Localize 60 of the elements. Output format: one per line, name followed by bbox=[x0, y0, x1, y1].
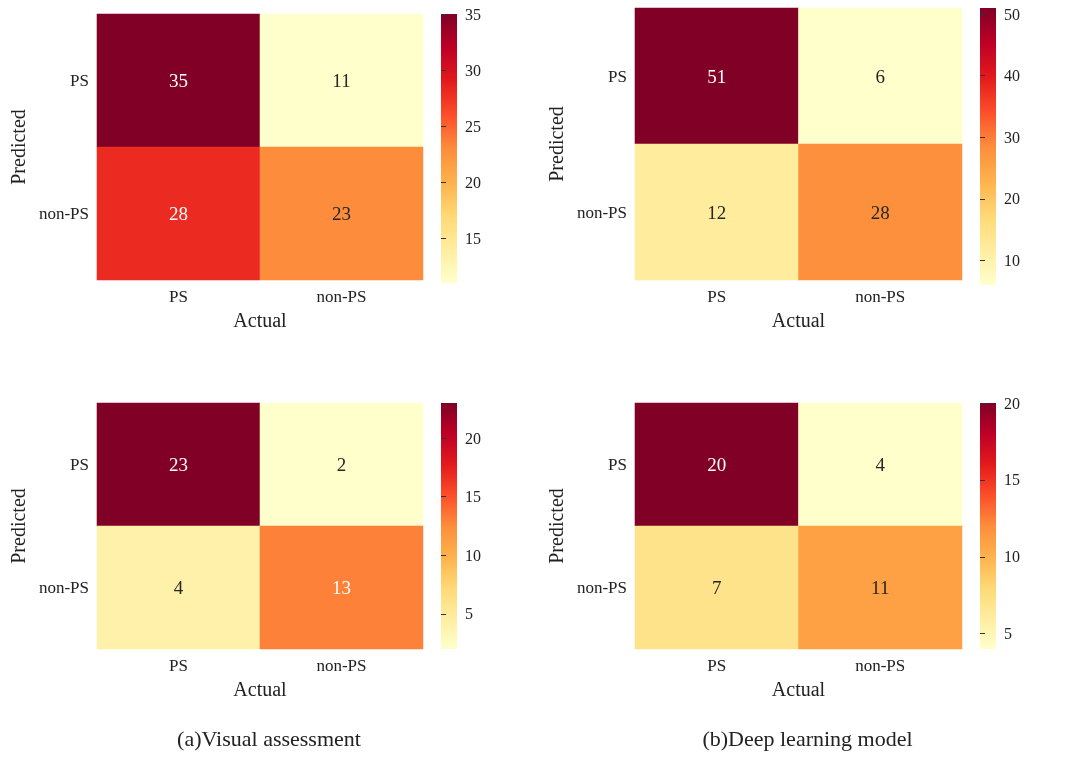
x-tick-label: PS bbox=[707, 656, 727, 675]
data-label: 11 bbox=[871, 577, 890, 598]
y-tick-label: PS bbox=[608, 455, 627, 474]
data-label: 23 bbox=[168, 454, 188, 475]
text: (a)Visual assessment bbox=[177, 725, 361, 751]
color-bar-label: 10 bbox=[465, 546, 481, 564]
x-tick-label: PS bbox=[707, 287, 727, 306]
text: (b)Deep learning model bbox=[702, 725, 913, 751]
x-tick-label: non-PS bbox=[316, 287, 367, 306]
y-tick-label: non-PS bbox=[576, 578, 627, 597]
data-label: 13 bbox=[331, 577, 351, 598]
x-axis-title: Actual bbox=[233, 678, 288, 700]
y-tick-label: non-PS bbox=[38, 204, 89, 223]
data-label: 2 bbox=[336, 454, 347, 475]
color-bar-label: 30 bbox=[465, 61, 481, 79]
x-tick-label: non-PS bbox=[316, 656, 367, 675]
x-tick-label: non-PS bbox=[855, 287, 906, 306]
color-bar-label: 5 bbox=[465, 605, 473, 623]
data-label: 20 bbox=[707, 454, 727, 475]
x-tick-label: PS bbox=[169, 656, 188, 675]
data-label: 11 bbox=[332, 70, 351, 91]
color-bar-label: 10 bbox=[1004, 251, 1020, 269]
x-axis-title: Actual bbox=[771, 309, 826, 331]
color-bar-label: 15 bbox=[465, 488, 481, 506]
color-bar-label: 15 bbox=[465, 229, 481, 247]
color-bar-label: 20 bbox=[1004, 394, 1020, 412]
color-bar-label: 5 bbox=[1004, 625, 1012, 643]
data-label: 7 bbox=[711, 577, 722, 598]
y-tick-label: PS bbox=[70, 71, 89, 90]
data-label: 28 bbox=[870, 201, 890, 223]
data-label: 51 bbox=[707, 65, 727, 87]
x-axis-title: Actual bbox=[771, 678, 826, 700]
color-bar-label: 40 bbox=[1004, 67, 1020, 85]
y-axis-title: Predicted bbox=[545, 488, 567, 564]
color-bar-label: 20 bbox=[465, 429, 481, 447]
color-bar-label: 35 bbox=[465, 5, 481, 23]
x-axis-title: Actual bbox=[233, 309, 288, 331]
data-label: 28 bbox=[168, 203, 188, 224]
x-tick-label: PS bbox=[169, 287, 188, 306]
color-bar-label: 30 bbox=[1004, 128, 1020, 146]
color-bar-label: 15 bbox=[1004, 471, 1020, 489]
y-tick-label: non-PS bbox=[38, 578, 89, 597]
y-tick-label: PS bbox=[608, 66, 627, 86]
data-label: 23 bbox=[331, 203, 351, 224]
color-bar-label: 20 bbox=[1004, 190, 1020, 208]
color-bar-label: 10 bbox=[1004, 548, 1020, 566]
data-label: 12 bbox=[707, 201, 727, 223]
y-tick-label: non-PS bbox=[576, 202, 627, 222]
data-label: 6 bbox=[875, 65, 885, 87]
data-label: 35 bbox=[168, 70, 188, 91]
y-axis-title: Predicted bbox=[7, 109, 29, 185]
y-axis-title: Predicted bbox=[545, 106, 567, 182]
data-label: 4 bbox=[875, 454, 886, 475]
y-axis-title: Predicted bbox=[7, 488, 29, 564]
color-bar-label: 20 bbox=[465, 173, 481, 191]
y-tick-label: PS bbox=[70, 455, 89, 474]
data-label: 4 bbox=[173, 577, 184, 598]
x-tick-label: non-PS bbox=[855, 656, 906, 675]
color-bar-label: 25 bbox=[465, 117, 481, 135]
color-bar-label: 50 bbox=[1004, 5, 1020, 23]
